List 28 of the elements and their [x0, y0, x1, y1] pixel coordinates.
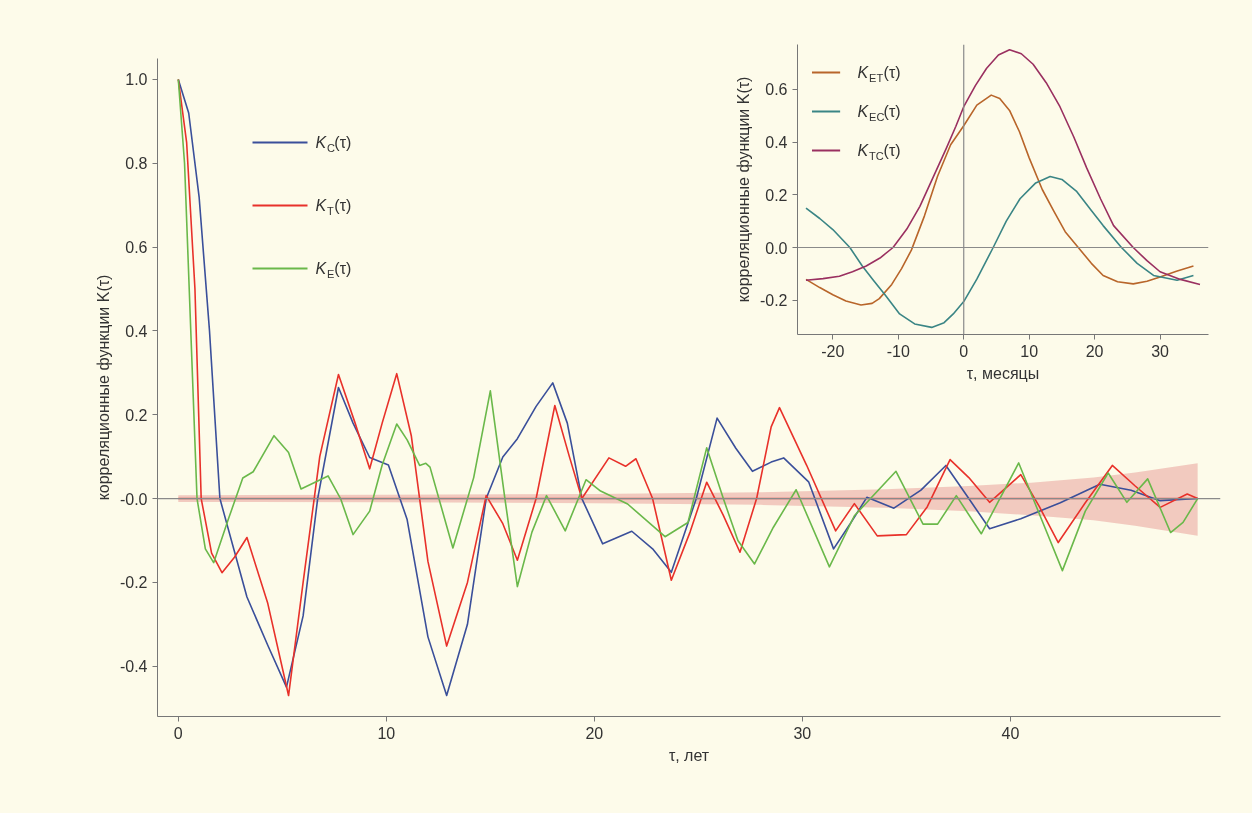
y-tick-label: 0.6: [125, 239, 148, 257]
y-tick-label: -0.0: [119, 490, 148, 508]
y-tick-label: 0.6: [765, 81, 788, 99]
x-tick-label: 0: [959, 342, 969, 360]
y-tick-label: 0.0: [765, 239, 788, 257]
x-tick-label: 40: [1001, 724, 1020, 742]
x-tick-label: -20: [821, 342, 845, 360]
y-tick-label: 0.2: [125, 406, 148, 424]
x-axis-title: τ, лет: [668, 746, 710, 764]
x-tick-label: -10: [886, 342, 910, 360]
x-tick-label: 0: [173, 724, 183, 742]
y-axis-title: корреляционные функции K(τ): [734, 76, 752, 303]
x-tick-label: 20: [1085, 342, 1104, 360]
y-tick-label: 0.4: [125, 322, 148, 340]
x-tick-label: 20: [585, 724, 604, 742]
y-tick-label: 0.8: [125, 155, 148, 173]
y-tick-label: -0.2: [119, 574, 148, 592]
x-tick-label: 30: [1151, 342, 1170, 360]
x-tick-label: 10: [1020, 342, 1039, 360]
y-tick-label: 0.4: [765, 134, 788, 152]
y-tick-label: 0.2: [765, 186, 788, 204]
y-tick-label: -0.2: [759, 292, 788, 310]
y-tick-label: 1.0: [125, 71, 148, 89]
y-axis-title: корреляционные функции K(τ): [94, 274, 112, 501]
x-axis-title: τ, месяцы: [966, 364, 1040, 382]
x-tick-label: 30: [793, 724, 812, 742]
x-tick-label: 10: [377, 724, 396, 742]
y-tick-label: -0.4: [119, 658, 148, 676]
